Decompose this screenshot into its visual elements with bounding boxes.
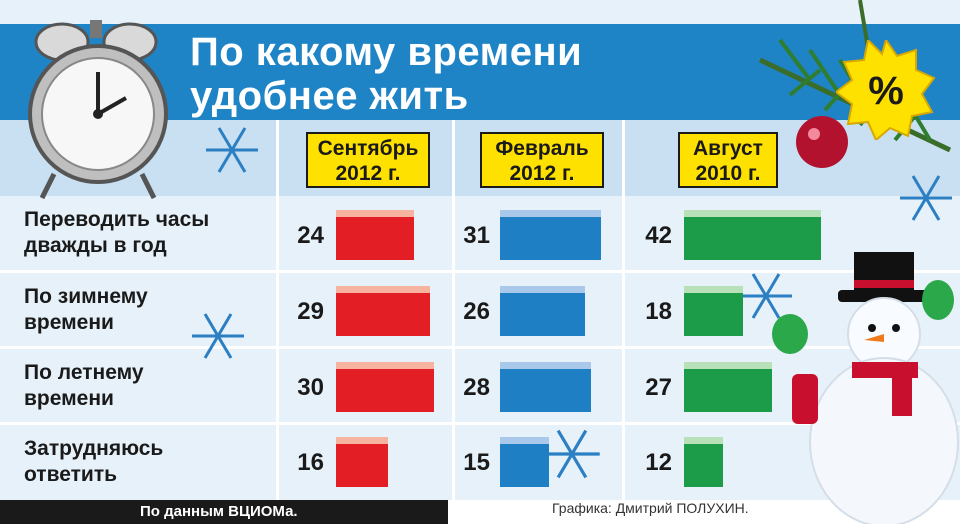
bar (336, 286, 430, 336)
snowman-icon (772, 252, 959, 524)
bar-value-label: 24 (297, 222, 324, 249)
row-label-line: По зимнему (24, 285, 148, 308)
column-header-aug-2010: Август 2010 г. (678, 132, 778, 188)
bar-value-label: 26 (463, 298, 490, 325)
bar-highlight (336, 286, 430, 293)
row-label-line: дважды в год (24, 234, 167, 257)
page-title: По какому времени удобнее жить (190, 30, 582, 118)
snowflake-icon (900, 175, 952, 221)
bar-value-label: 15 (463, 449, 490, 476)
bar-highlight (500, 286, 585, 293)
bar-highlight (684, 286, 743, 293)
row-label-line: Затрудняюсь (24, 437, 164, 460)
row-label-winter-time: По зимнему времени (24, 284, 148, 336)
title-line-2: удобнее жить (190, 74, 469, 118)
bar-value-label: 12 (645, 449, 672, 476)
row-label-line: ответить (24, 463, 118, 486)
column-header-feb-2012: Февраль 2012 г. (480, 132, 604, 188)
bar-value-label: 31 (463, 222, 490, 249)
bar-highlight (336, 362, 434, 369)
bar-value-label: 27 (645, 374, 672, 401)
title-line-1: По какому времени (190, 30, 583, 74)
column-header-line: 2010 г. (695, 162, 761, 185)
source-text: По данным ВЦИОМа. (140, 503, 298, 520)
row-label-hard-to-say: Затрудняюсь ответить (24, 436, 163, 488)
bar (684, 210, 821, 260)
bar-highlight (684, 362, 772, 369)
bar (684, 362, 772, 412)
bar-highlight (684, 210, 821, 217)
row-divider (0, 270, 960, 273)
bar (336, 437, 388, 487)
column-header-line: 2012 г. (335, 162, 401, 185)
column-header-line: 2012 г. (509, 162, 575, 185)
bar-highlight (336, 437, 388, 444)
column-header-line: Август (693, 137, 763, 160)
bar-highlight (500, 362, 591, 369)
snowflake-icon (206, 127, 258, 173)
row-label-line: Переводить часы (24, 208, 210, 231)
bar-value-label: 29 (297, 298, 324, 325)
row-label-line: времени (24, 387, 114, 410)
snowflake-icon (544, 429, 600, 479)
bar (336, 362, 434, 412)
badge-text: % (868, 69, 904, 113)
bar (336, 210, 414, 260)
row-divider (0, 346, 960, 349)
bar (684, 437, 723, 487)
alarm-clock-icon (28, 20, 168, 200)
top-margin (0, 0, 960, 24)
bar-value-label: 30 (297, 374, 324, 401)
row-label-summer-time: По летнему времени (24, 360, 144, 412)
row-divider (0, 422, 960, 425)
column-divider (622, 120, 625, 500)
row-label-line: По летнему (24, 361, 144, 384)
bar (500, 437, 549, 487)
bar-value-label: 28 (463, 374, 490, 401)
column-divider (276, 120, 279, 500)
row-label-line: времени (24, 311, 114, 334)
snowflake-icon (192, 313, 244, 359)
bar-value-label: 16 (297, 449, 324, 476)
bar-highlight (684, 437, 723, 444)
row-label-twice-a-year: Переводить часы дважды в год (24, 207, 209, 259)
bar-value-label: 18 (645, 298, 672, 325)
percent-badge: % (836, 40, 936, 140)
source-footer (0, 500, 448, 524)
bar-value-label: 42 (645, 222, 672, 249)
bar (500, 286, 585, 336)
bar (500, 362, 591, 412)
bar-highlight (500, 437, 549, 444)
column-header-line: Сентябрь (317, 137, 419, 160)
column-divider (452, 120, 455, 500)
bar (500, 210, 601, 260)
bar-highlight (336, 210, 414, 217)
graphics-credit: Графика: Дмитрий ПОЛУХИН. (552, 500, 749, 516)
bar (684, 286, 743, 336)
column-header-sep-2012: Сентябрь 2012 г. (306, 132, 430, 188)
column-header-line: Февраль (495, 137, 589, 160)
bar-highlight (500, 210, 601, 217)
snowflake-icon (740, 273, 792, 319)
